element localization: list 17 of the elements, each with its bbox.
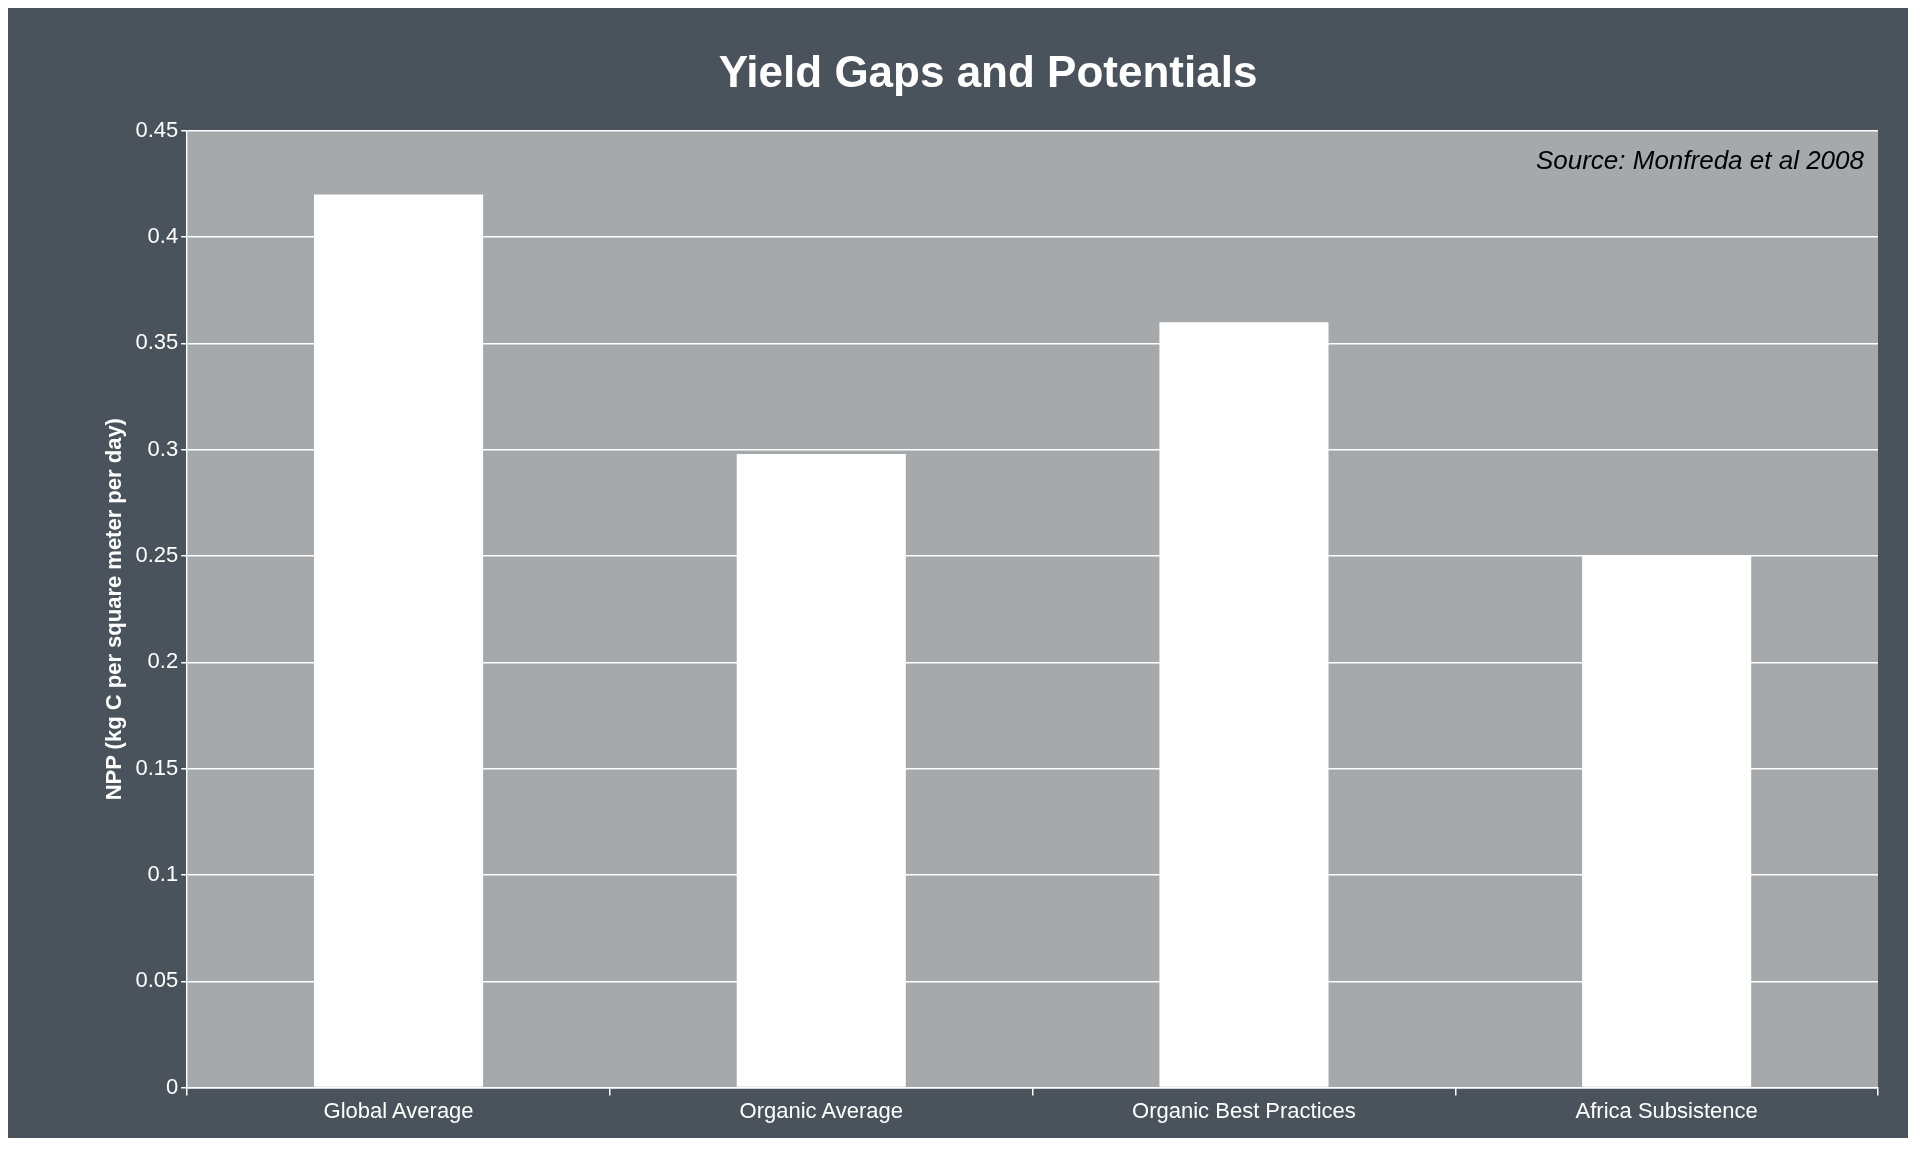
y-tick-label: 0.45 [135, 116, 179, 142]
x-tick-label: Organic Best Practices [1132, 1097, 1356, 1123]
x-tick-label: Organic Average [739, 1097, 903, 1123]
y-tick-label: 0.35 [135, 329, 179, 355]
y-tick-label: 0.1 [147, 861, 179, 887]
y-tick-label: 0.4 [147, 223, 179, 249]
y-tick-label: 0.05 [135, 967, 179, 993]
y-tick-label: 0.25 [135, 542, 179, 568]
y-tick-label: 0.3 [147, 435, 179, 461]
x-tick-label: Global Average [323, 1097, 474, 1123]
y-tick-label: 0.15 [135, 754, 179, 780]
y-axis-title: NPP (kg C per square meter per day) [101, 418, 127, 801]
y-tick-label: 0.2 [147, 648, 179, 674]
annotation: Source: Monfreda et al 2008 [1535, 145, 1865, 176]
chart-title: Yield Gaps and Potentials [718, 46, 1258, 96]
y-tick-label: 0 [165, 1073, 179, 1099]
x-tick-label: Africa Subsistence [1575, 1097, 1758, 1123]
